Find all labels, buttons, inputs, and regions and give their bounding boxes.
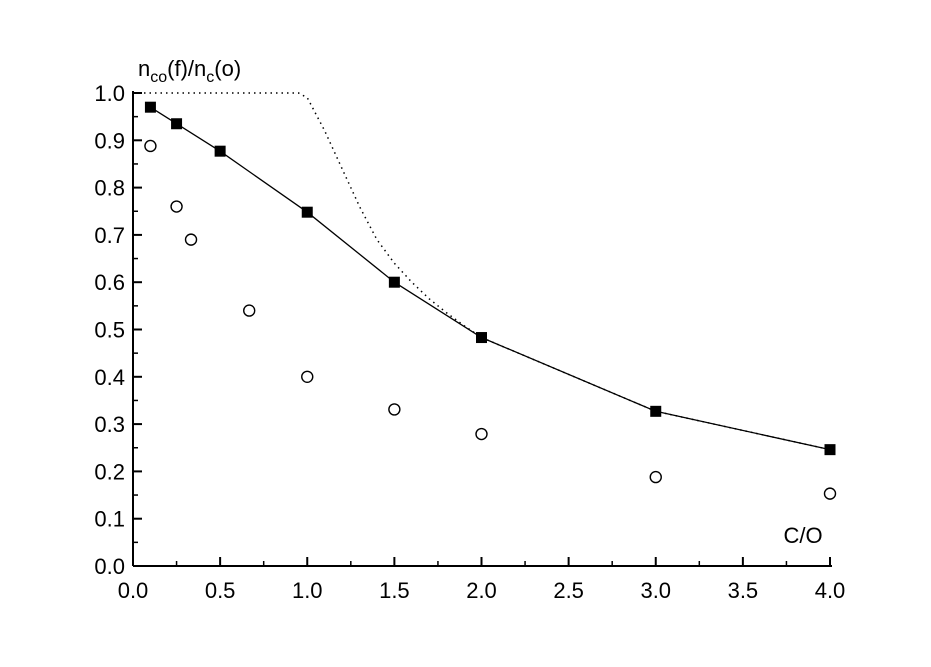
y-tick-label: 1.0 <box>94 81 125 106</box>
filled-square-marker <box>824 444 836 456</box>
y-tick-label: 0.1 <box>94 507 125 532</box>
open-circle-marker <box>475 427 488 441</box>
y-tick-label: 0.7 <box>94 223 125 248</box>
x-tick-label: 3.0 <box>640 578 671 603</box>
x-tick-label: 0.0 <box>118 578 149 603</box>
open-circle-marker <box>170 200 183 213</box>
y-tick-label: 0.6 <box>94 270 125 295</box>
filled-square-marker <box>144 101 156 113</box>
x-tick-label: 1.5 <box>379 578 410 603</box>
open-circle-marker <box>301 370 314 383</box>
y-axis-title: nco(f)/nc(o) <box>138 56 241 86</box>
series-2 <box>133 92 831 451</box>
y-tick-label: 0.5 <box>94 318 125 343</box>
y-axis-title-sub-c: c <box>206 69 214 86</box>
open-circle-marker <box>184 233 198 246</box>
open-circle-marker <box>823 487 837 500</box>
labels-layer: C/O nco(f)/nc(o) <box>138 56 823 548</box>
x-tick-label: 4.0 <box>815 578 846 603</box>
filled-square-marker <box>301 206 313 218</box>
y-axis-title-n: n <box>138 56 150 81</box>
y-axis-title-mid: (f)/n <box>167 56 206 81</box>
y-axis-title-end: (o) <box>214 56 241 81</box>
filled-square-marker <box>650 405 662 417</box>
series-layer <box>133 92 837 500</box>
x-tick-label: 1.0 <box>292 578 323 603</box>
solid-curve <box>150 106 831 451</box>
filled-square-marker <box>171 118 183 130</box>
y-tick-label: 0.8 <box>94 176 125 201</box>
open-circle-marker <box>144 139 157 153</box>
y-tick-label: 0.9 <box>94 128 125 153</box>
series-1 <box>144 139 837 500</box>
open-circle-marker <box>649 470 662 484</box>
series-0 <box>144 101 836 456</box>
open-circle-marker <box>243 304 256 317</box>
y-tick-label: 0.2 <box>94 459 125 484</box>
filled-square-marker <box>388 276 400 288</box>
y-tick-label: 0.4 <box>94 365 125 390</box>
filled-square-marker <box>214 145 226 157</box>
axes: 0.0 0.5 1.0 1.5 2.0 2.5 3.0 3.5 4.0 0.0 0.1 0.2 0.3 0… <box>94 81 845 603</box>
x-tick-label: 0.5 <box>205 578 236 603</box>
filled-square-marker <box>476 332 487 344</box>
y-tick-label: 0.0 <box>94 554 125 579</box>
x-axis-title: C/O <box>783 523 822 548</box>
y-tick-label: 0.3 <box>94 412 125 437</box>
dotted-curve <box>133 92 831 451</box>
x-tick-label: 3.5 <box>728 578 759 603</box>
y-axis-title-sub-co: co <box>150 69 167 86</box>
x-tick-label: 2.0 <box>466 578 497 603</box>
open-circle-marker <box>388 403 401 416</box>
x-tick-label: 2.5 <box>553 578 584 603</box>
